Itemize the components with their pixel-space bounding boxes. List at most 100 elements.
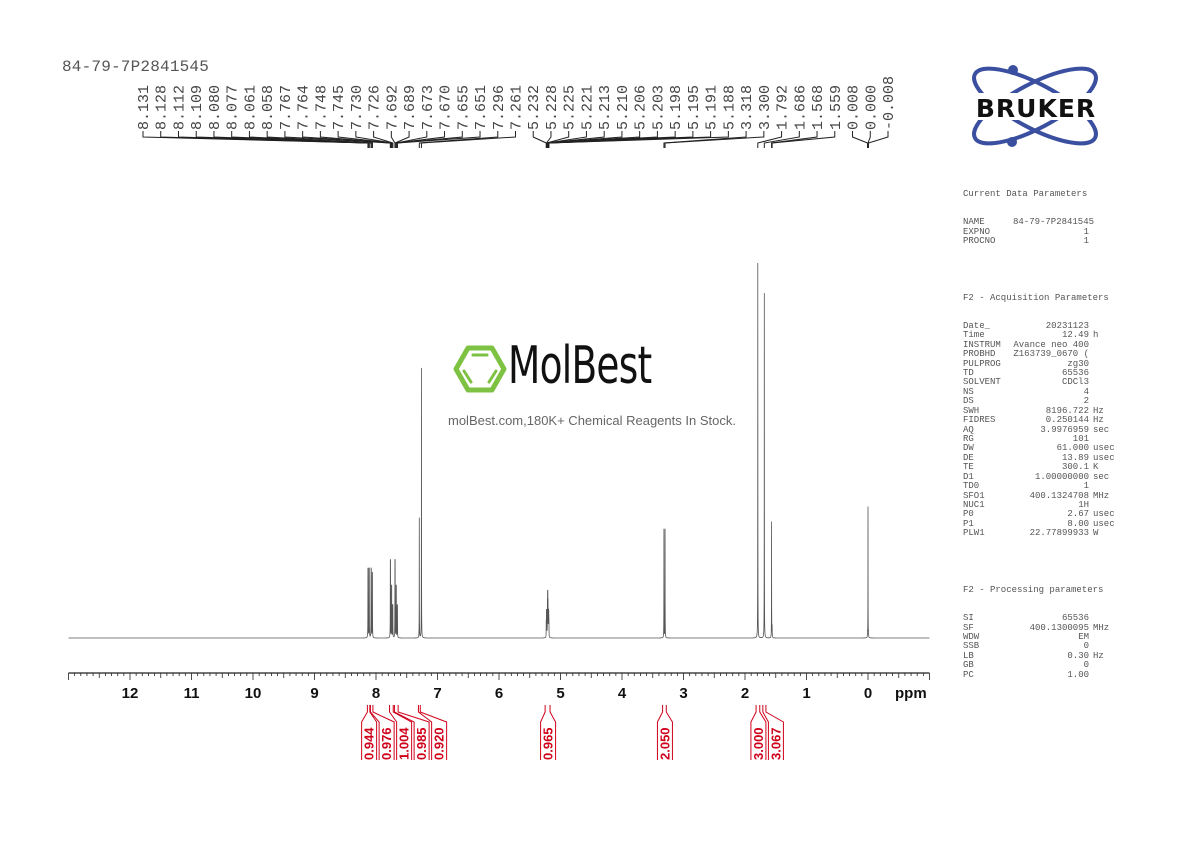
x-tick-label: 3 <box>679 685 687 702</box>
param-name: SOLVENT <box>963 377 1001 388</box>
param-row-te: TE 300.1 K <box>963 462 1115 473</box>
param-name: FIDRES <box>963 415 996 426</box>
param-row-time: Time 12.49 h <box>963 330 1115 340</box>
param-name: WDW <box>963 631 980 642</box>
param-row-date: Date_ 20231123 <box>963 321 1115 331</box>
param-value: 1.00000000 <box>1034 471 1089 482</box>
peak-label: 1.792 <box>775 85 792 130</box>
x-tick-label: 6 <box>495 685 503 702</box>
param-name: DS <box>963 396 974 407</box>
param-value: 1H <box>1078 499 1089 510</box>
peak-label: 1.559 <box>828 85 845 130</box>
param-row-name: NAME 84-79-7P2841545 <box>963 217 1115 228</box>
param-row-d1: D1 1.00000000 sec <box>963 471 1115 482</box>
param-name: SSB <box>963 641 980 652</box>
param-value: 0 <box>1083 660 1089 671</box>
param-value: CDCl3 <box>1061 377 1089 388</box>
param-row-wdw: WDW EM <box>963 631 1115 642</box>
bruker-logo-text: BRUKER <box>976 94 1096 123</box>
integral-bracket-left <box>417 705 433 760</box>
param-value: 1 <box>1083 226 1089 237</box>
param-name: PROBHD <box>963 349 996 360</box>
peak-label-connector <box>867 131 889 148</box>
peak-label: 5.210 <box>615 85 632 130</box>
peak-label-connector <box>763 131 800 148</box>
param-row-nuc1: NUC1 1H <box>963 499 1115 510</box>
param-name: D1 <box>963 471 974 482</box>
param-name: TE <box>963 462 974 473</box>
integral-value: 3.067 <box>768 727 783 760</box>
x-tick-label: 1 <box>802 685 810 702</box>
peak-label: 7.692 <box>384 85 401 130</box>
integral-value: 1.004 <box>397 727 412 760</box>
param-value: 22.77899933 <box>1029 528 1089 539</box>
param-unit <box>1089 378 1093 387</box>
param-unit <box>1089 388 1093 397</box>
param-name: P1 <box>963 518 974 529</box>
param-row-ssb: SSB 0 <box>963 641 1115 652</box>
peak-label: 5.198 <box>668 85 685 130</box>
param-value: 400.1324708 <box>1029 490 1089 501</box>
spectrum-line <box>68 262 930 639</box>
peak-label: 8.058 <box>260 85 277 130</box>
param-value: 1 <box>1083 481 1089 492</box>
peak-label-connector <box>546 131 570 148</box>
molbest-logo-icon <box>453 345 507 393</box>
peak-label: 5.232 <box>526 85 543 130</box>
param-name: PROCNO <box>963 236 996 247</box>
peak-label: 8.109 <box>189 85 206 130</box>
param-value: 101 <box>1072 433 1089 444</box>
integral-bracket-left <box>393 705 415 760</box>
param-row-sf: SF 400.1300095 MHz <box>963 623 1115 633</box>
param-row-rg: RG 101 <box>963 433 1115 444</box>
peak-label: 5.213 <box>597 85 614 130</box>
param-name: DW <box>963 443 974 454</box>
param-value: 0.250144 <box>1045 415 1089 426</box>
param-name: DE <box>963 452 974 463</box>
peak-label: 3.318 <box>739 85 756 130</box>
integral-value: 0.965 <box>541 727 556 760</box>
param-name: AQ <box>963 424 974 435</box>
param-value: 0.30 <box>1067 650 1089 661</box>
param-row-sfo1: SFO1 400.1324708 MHz <box>963 490 1115 501</box>
param-unit <box>1089 237 1093 246</box>
param-value: 1.00 <box>1067 669 1089 680</box>
parameters-panel: Current Data Parameters NAME 84-79-7P2841… <box>963 171 1115 689</box>
param-unit: Hz <box>1093 650 1104 661</box>
integral-bracket-left <box>656 705 664 760</box>
param-row-lb: LB 0.30 Hz <box>963 650 1115 661</box>
peak-label: 5.203 <box>650 85 667 130</box>
peak-label-connector <box>852 131 869 148</box>
param-name: RG <box>963 433 974 444</box>
peak-label: 5.206 <box>633 85 650 130</box>
integral-bracket-right <box>372 705 395 760</box>
param-row-probhd: PROBHD Z163739_0670 ( <box>963 349 1115 360</box>
integral-bracket-left <box>762 705 769 760</box>
param-name: PULPROG <box>963 358 1001 369</box>
peak-label: 5.191 <box>704 85 721 130</box>
peak-label: 8.131 <box>136 85 153 130</box>
param-value: Avance neo 400 <box>1013 339 1089 350</box>
param-row-dw: DW 61.000 usec <box>963 443 1115 454</box>
x-axis-label: ppm <box>895 685 927 702</box>
integral-bracket-right <box>759 705 767 760</box>
peak-label: 7.726 <box>367 85 384 130</box>
param-unit <box>1089 671 1093 680</box>
param-name: TD <box>963 368 974 379</box>
param-name: NS <box>963 386 974 397</box>
x-tick-label: 4 <box>618 685 627 702</box>
param-value: 2.67 <box>1067 509 1089 520</box>
peak-label-connector <box>664 131 765 148</box>
integral-bracket-right <box>369 705 378 760</box>
param-value: 84-79-7P2841545 <box>1013 217 1095 228</box>
peak-label: 7.767 <box>278 85 295 130</box>
peak-label-connector <box>337 131 393 148</box>
param-unit: K <box>1093 462 1099 473</box>
integral-value: 0.920 <box>432 727 447 760</box>
peak-label-connector <box>266 131 373 148</box>
peak-label: 5.221 <box>579 85 596 130</box>
peak-label-connector <box>532 131 547 148</box>
peak-label: 8.128 <box>154 85 171 130</box>
param-unit: usec <box>1093 452 1115 463</box>
